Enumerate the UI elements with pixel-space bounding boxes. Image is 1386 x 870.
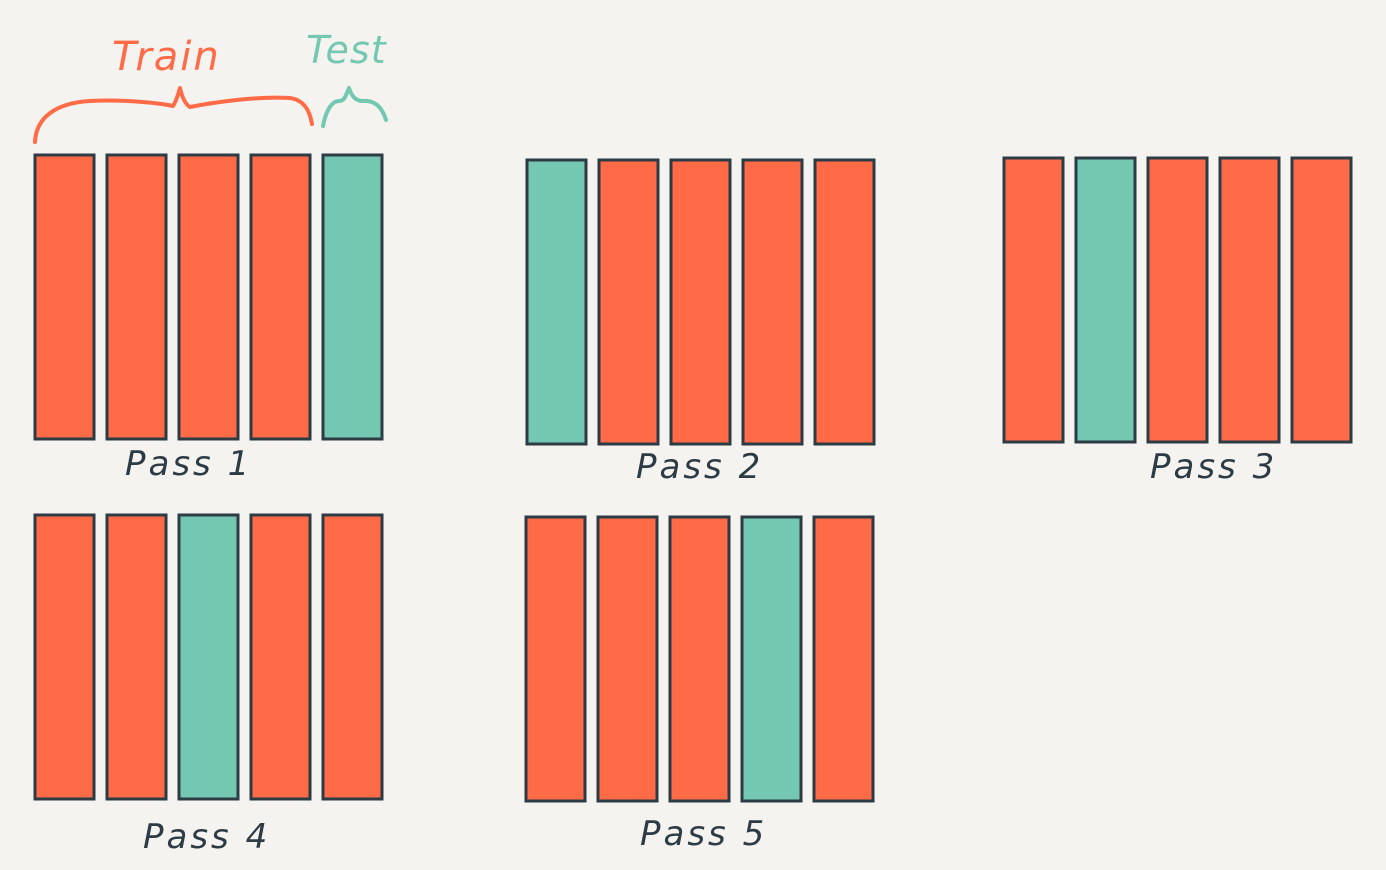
train-fold-4 (249, 153, 312, 441)
pass-3: Pass 3 (1002, 156, 1353, 487)
train-fold-2 (105, 153, 168, 441)
pass-2: Pass 2 (525, 158, 876, 487)
pass-label: Pass 3 (1150, 447, 1277, 487)
train-fold-4 (249, 513, 312, 801)
test-brace (321, 86, 388, 128)
pass-1: Pass 1 (33, 153, 384, 484)
pass-4: Pass 4 (33, 513, 384, 857)
train-fold-4 (741, 158, 804, 446)
test-fold-1 (525, 158, 588, 446)
test-fold-2 (1074, 156, 1137, 444)
train-fold-3 (669, 158, 732, 446)
train-fold-5 (1290, 156, 1353, 444)
test-fold-3 (177, 513, 240, 801)
train-fold-3 (668, 515, 731, 803)
train-fold-5 (813, 158, 876, 446)
train-fold-2 (105, 513, 168, 801)
train-fold-3 (177, 153, 240, 441)
passes: Pass 1 Pass 2 Pass 3 Pass 4 Pass 5 (33, 153, 1353, 857)
pass-5: Pass 5 (524, 515, 875, 854)
train-fold-2 (596, 515, 659, 803)
test-label: Test (306, 28, 388, 72)
pass-label: Pass 2 (636, 447, 763, 487)
train-fold-3 (1146, 156, 1209, 444)
train-fold-5 (812, 515, 875, 803)
train-fold-1 (33, 513, 96, 801)
pass-label: Pass 4 (143, 817, 270, 857)
train-fold-2 (597, 158, 660, 446)
pass-label: Pass 5 (640, 814, 767, 854)
test-fold-4 (740, 515, 803, 803)
train-fold-5 (321, 513, 384, 801)
pass-label: Pass 1 (125, 444, 252, 484)
train-label: Train (112, 34, 221, 80)
train-fold-1 (33, 153, 96, 441)
legend: Train Test (33, 28, 388, 144)
test-fold-5 (321, 153, 384, 441)
train-fold-4 (1218, 156, 1281, 444)
train-fold-1 (1002, 156, 1065, 444)
train-fold-1 (524, 515, 587, 803)
train-brace (33, 86, 314, 144)
